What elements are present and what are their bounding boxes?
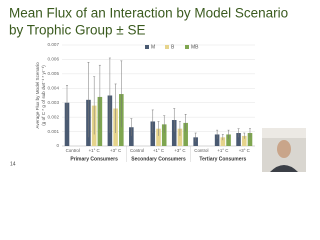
- bar: [129, 127, 134, 146]
- bar: [177, 128, 183, 146]
- webcam: [262, 128, 306, 172]
- slide-title: Mean Flux of an Interaction by Model Sce…: [9, 6, 288, 21]
- bar: [64, 102, 70, 146]
- x-tick-label: Control: [130, 148, 144, 153]
- x-tick-label: +3° C: [239, 148, 250, 153]
- y-tick-label: 0.005: [48, 71, 60, 76]
- y-axis-label: Average Flux by Model Scenario: [35, 62, 40, 129]
- y-tick-label: 0.001: [48, 129, 60, 134]
- x-tick-label: +3° C: [110, 148, 121, 153]
- bar: [183, 122, 188, 146]
- y-axis-label: (g of C * g of sub dwt⁻¹ * yr⁻¹): [41, 65, 46, 126]
- bar: [241, 135, 247, 146]
- bar: [214, 134, 220, 146]
- bar: [156, 128, 161, 146]
- webcam-wall: [262, 128, 306, 138]
- y-tick-label: 0: [56, 143, 59, 148]
- x-tick-label: +3° C: [174, 148, 185, 153]
- bar: [247, 133, 253, 146]
- y-tick-label: 0.003: [48, 100, 60, 105]
- y-tick-label: 0.002: [48, 114, 60, 119]
- bar: [220, 137, 226, 146]
- legend-swatch: [185, 45, 189, 49]
- legend-swatch: [165, 45, 169, 49]
- bar: [150, 121, 156, 146]
- chart: Average Flux by Model Scenario (g of C * …: [35, 42, 255, 162]
- slide: Mean Flux of an Interaction by Model Sce…: [9, 5, 306, 172]
- legend-swatch: [145, 45, 149, 49]
- x-tick-label: Control: [66, 148, 80, 153]
- bar: [236, 133, 241, 146]
- x-tick-label: +1° C: [89, 148, 100, 153]
- webcam-shirt: [270, 165, 298, 172]
- x-tick-label: +1° C: [153, 148, 164, 153]
- x-tick-label: Control: [194, 148, 208, 153]
- webcam-face: [277, 140, 291, 158]
- legend-label: M: [151, 45, 155, 51]
- y-tick-label: 0.004: [48, 86, 60, 91]
- page-number: 14: [10, 161, 16, 167]
- group-label: Tertiary Consumers: [199, 156, 246, 162]
- x-tick-label: +1° C: [217, 148, 228, 153]
- group-label: Primary Consumers: [70, 156, 118, 162]
- group-label: Secondary Consumers: [131, 156, 186, 162]
- y-tick-label: 0.007: [48, 42, 60, 47]
- legend-label: MB: [191, 45, 199, 51]
- bar: [226, 134, 231, 146]
- legend-label: B: [171, 45, 175, 51]
- bar: [161, 124, 167, 146]
- y-tick-label: 0.006: [48, 57, 60, 62]
- bar: [171, 120, 177, 146]
- slide-title: by Trophic Group ± SE: [9, 23, 145, 38]
